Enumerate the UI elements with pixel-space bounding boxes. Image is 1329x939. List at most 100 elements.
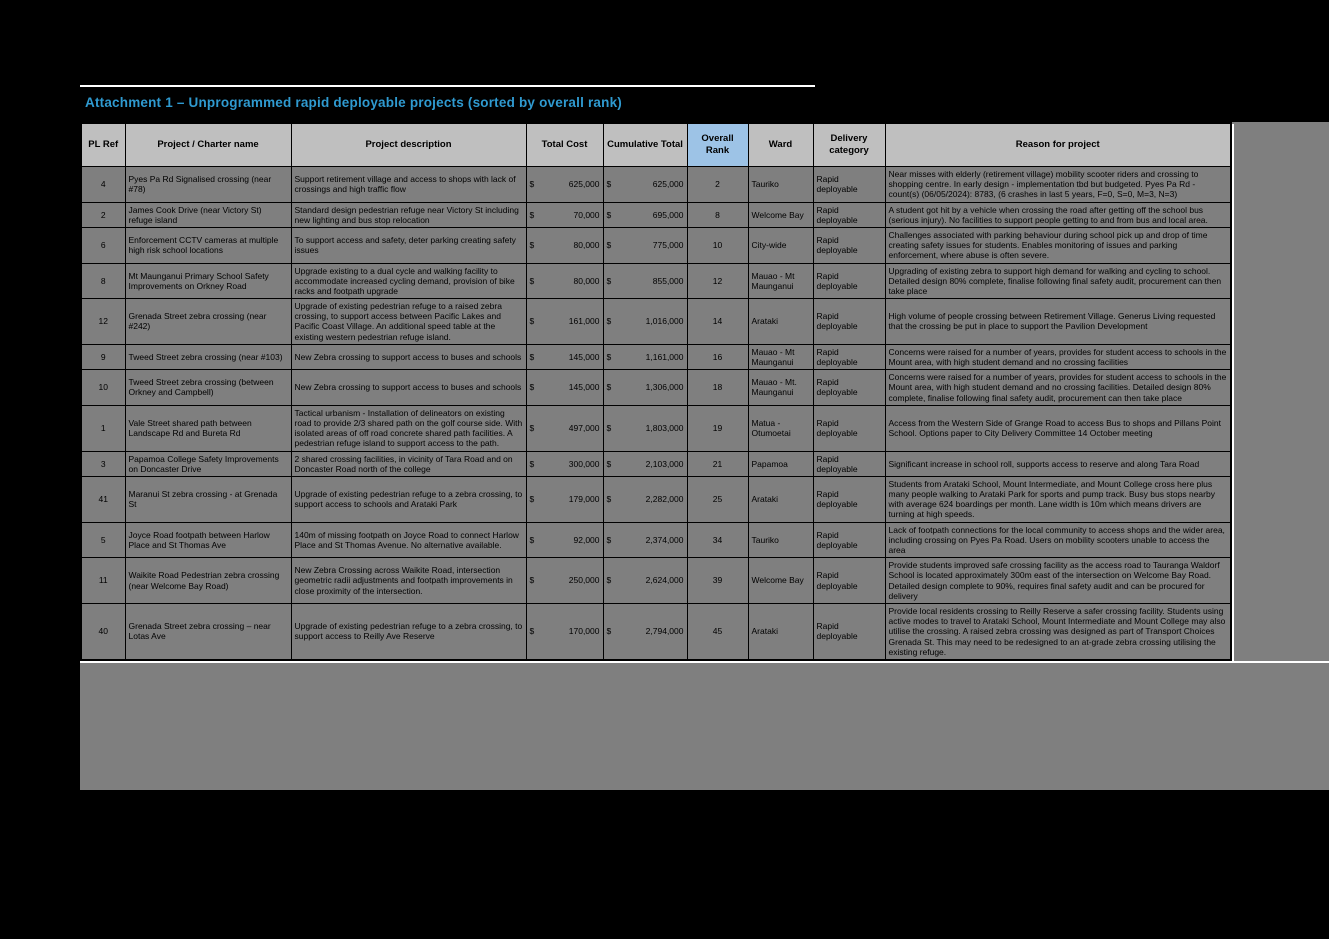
amount-value: 2,794,000 (645, 626, 684, 637)
table-row: 4 Pyes Pa Rd Signalised crossing (near #7… (80, 166, 1232, 203)
delivery-category-cell: Rapid deployable (812, 404, 886, 452)
pl-ref-cell: 9 (80, 343, 126, 371)
reason-cell: Challenges associated with parking behav… (884, 226, 1232, 264)
overall-rank-cell: 39 (686, 557, 749, 604)
currency-symbol: $ (529, 209, 535, 220)
overall-rank-cell: 25 (686, 475, 749, 523)
cumulative-total-cell: $1,161,000 (602, 343, 688, 371)
project-name-cell: Tweed Street zebra crossing (between Ork… (124, 369, 292, 406)
table-row: 6 Enforcement CCTV cameras at multiple hi… (80, 226, 1232, 264)
currency-symbol: $ (529, 382, 535, 393)
reason-cell: Students from Arataki School, Mount Inte… (884, 475, 1232, 523)
amount-value: 179,000 (568, 494, 600, 505)
ward-cell: Mauao - Mt Maunganui (747, 343, 814, 371)
project-name-cell: Enforcement CCTV cameras at multiple hig… (124, 226, 292, 264)
amount-value: 2,103,000 (645, 458, 684, 469)
project-description-cell: New Zebra crossing to support access to … (290, 343, 527, 371)
project-description-cell: To support access and safety, deter park… (290, 226, 527, 264)
delivery-category-cell: Rapid deployable (812, 450, 886, 477)
currency-symbol: $ (606, 240, 612, 251)
project-name-cell: Papamoa College Safety Improvements on D… (124, 450, 292, 477)
pl-ref-cell: 11 (80, 557, 126, 604)
table-row: 11 Waikite Road Pedestrian zebra crossing… (80, 557, 1232, 604)
amount-value: 145,000 (568, 351, 600, 362)
column-header-project-name: Project / Charter name (124, 122, 292, 167)
table-header-row: PL Ref Project / Charter name Project desc… (80, 122, 1232, 167)
project-description-cell: Upgrade of existing pedestrian refuge to… (290, 298, 527, 345)
ward-cell: Welcome Bay (747, 201, 814, 228)
table-row: 40 Grenada Street zebra crossing – near L… (80, 602, 1232, 661)
table-row: 8 Mt Maunganui Primary School Safety Impr… (80, 262, 1232, 300)
delivery-category-cell: Rapid deployable (812, 369, 886, 406)
project-name-cell: Maranui St zebra crossing - at Grenada S… (124, 475, 292, 523)
total-cost-cell: $170,000 (525, 602, 604, 661)
project-description-cell: New Zebra crossing to support access to … (290, 369, 527, 406)
table-row: 9 Tweed Street zebra crossing (near #103)… (80, 343, 1232, 371)
project-name-cell: Tweed Street zebra crossing (near #103) (124, 343, 292, 371)
pl-ref-cell: 8 (80, 262, 126, 300)
currency-symbol: $ (529, 423, 535, 434)
overall-rank-cell: 18 (686, 369, 749, 406)
total-cost-cell: $145,000 (525, 369, 604, 406)
column-header-total-cost: Total Cost (525, 122, 604, 167)
column-header-pl-ref: PL Ref (80, 122, 126, 167)
total-cost-cell: $179,000 (525, 475, 604, 523)
overall-rank-cell: 2 (686, 166, 749, 203)
cumulative-total-cell: $1,803,000 (602, 404, 688, 452)
ward-cell: Welcome Bay (747, 557, 814, 604)
project-name-cell: Joyce Road footpath between Harlow Place… (124, 521, 292, 559)
cumulative-total-cell: $2,374,000 (602, 521, 688, 559)
amount-value: 1,016,000 (645, 316, 684, 327)
project-description-cell: Upgrade existing to a dual cycle and wal… (290, 262, 527, 300)
cumulative-total-cell: $2,624,000 (602, 557, 688, 604)
currency-symbol: $ (606, 494, 612, 505)
amount-value: 855,000 (652, 275, 684, 286)
currency-symbol: $ (606, 534, 612, 545)
overall-rank-cell: 34 (686, 521, 749, 559)
pl-ref-cell: 10 (80, 369, 126, 406)
column-header-cumulative-total: Cumulative Total (602, 122, 688, 167)
ward-cell: Mauao - Mt Maunganui (747, 262, 814, 300)
amount-value: 92,000 (573, 534, 600, 545)
project-description-cell: 140m of missing footpath on Joyce Road t… (290, 521, 527, 559)
total-cost-cell: $80,000 (525, 226, 604, 264)
total-cost-cell: $300,000 (525, 450, 604, 477)
amount-value: 775,000 (652, 240, 684, 251)
overall-rank-cell: 14 (686, 298, 749, 345)
column-header-ward: Ward (747, 122, 814, 167)
ward-cell: Tauriko (747, 521, 814, 559)
ward-cell: Arataki (747, 475, 814, 523)
reason-cell: Access from the Western Side of Grange R… (884, 404, 1232, 452)
cumulative-total-cell: $855,000 (602, 262, 688, 300)
pl-ref-cell: 1 (80, 404, 126, 452)
cumulative-total-cell: $2,103,000 (602, 450, 688, 477)
amount-value: 250,000 (568, 575, 600, 586)
project-description-cell: Upgrade of existing pedestrian refuge to… (290, 602, 527, 661)
bottom-horizontal-rule (80, 661, 1329, 663)
overall-rank-cell: 21 (686, 450, 749, 477)
amount-value: 80,000 (573, 275, 600, 286)
page-title: Attachment 1 – Unprogrammed rapid deploy… (85, 95, 622, 110)
cumulative-total-cell: $2,282,000 (602, 475, 688, 523)
reason-cell: Concerns were raised for a number of yea… (884, 369, 1232, 406)
project-name-cell: Grenada Street zebra crossing – near Lot… (124, 602, 292, 661)
currency-symbol: $ (529, 240, 535, 251)
project-name-cell: Waikite Road Pedestrian zebra crossing (… (124, 557, 292, 604)
amount-value: 170,000 (568, 626, 600, 637)
overall-rank-cell: 19 (686, 404, 749, 452)
project-name-cell: Pyes Pa Rd Signalised crossing (near #78… (124, 166, 292, 203)
pl-ref-cell: 2 (80, 201, 126, 228)
table-row: 41 Maranui St zebra crossing - at Grenada… (80, 475, 1232, 523)
pl-ref-cell: 5 (80, 521, 126, 559)
currency-symbol: $ (529, 458, 535, 469)
project-name-cell: James Cook Drive (near Victory St) refug… (124, 201, 292, 228)
reason-cell: High volume of people crossing between R… (884, 298, 1232, 345)
currency-symbol: $ (606, 316, 612, 327)
cumulative-total-cell: $625,000 (602, 166, 688, 203)
project-description-cell: Upgrade of existing pedestrian refuge to… (290, 475, 527, 523)
total-cost-cell: $625,000 (525, 166, 604, 203)
amount-value: 625,000 (652, 179, 684, 190)
table-row: 10 Tweed Street zebra crossing (between O… (80, 369, 1232, 406)
amount-value: 1,161,000 (645, 351, 684, 362)
table-row: 3 Papamoa College Safety Improvements on … (80, 450, 1232, 477)
